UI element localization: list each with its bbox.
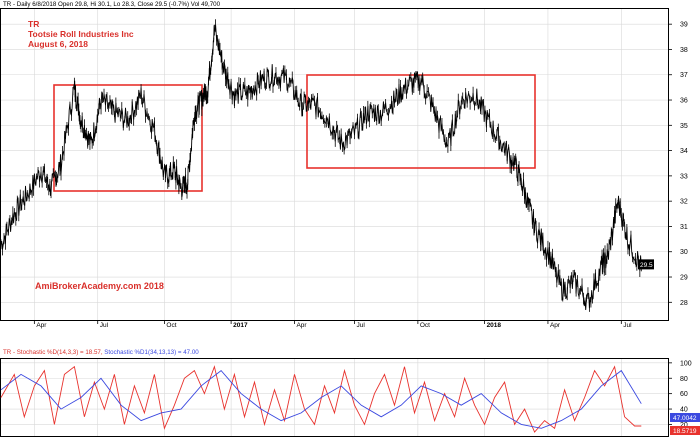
price-ytick-label: 36 [680,98,688,105]
indicator-info: TR - Stochastic %D(14,3,3) = 18.57, Stoc… [3,349,199,356]
price-ytick-label: 28 [680,300,688,307]
annotation-company: Tootsie Roll Industries Inc [28,29,134,39]
price-ytick-label: 29 [680,275,688,282]
price-xtick-label: Apr [296,322,307,329]
annotation-date: August 6, 2018 [28,39,88,49]
price-xtick-label: Jul [100,322,109,329]
stoch-ytick-label: 100 [680,360,692,367]
annotation-ticker: TR [28,19,39,29]
price-xtick-label: Jul [623,322,632,329]
price-ytick-label: 35 [680,123,688,130]
price-xtick-label: 2017 [233,322,248,329]
indicator-info-slow: Stochastic %D1(34,13,13) = 47.00 [104,349,199,356]
price-series [0,19,642,312]
indicator-info-fast: TR - Stochastic %D(14,3,3) = 18.57, [3,349,104,356]
price-axes: 28 29 30 31 32 33 34 35 36 37 38 39 Apr Jul Oct 2017 Apr… [33,22,688,329]
stoch-ytick-label: 40 [680,407,688,414]
price-xtick-label: Apr [36,322,47,329]
watermark: AmiBrokerAcademy.com 2018 [35,281,164,291]
range-box-2016 [53,84,203,192]
stoch-slow-line [0,369,642,429]
last-price-label: 29.5 [640,262,653,269]
price-xtick-label: Oct [420,322,430,329]
red-value-label: 18.5719 [673,428,697,435]
price-grid [1,9,668,320]
price-ytick-label: 31 [680,224,688,231]
price-ytick-label: 32 [680,199,688,206]
price-ytick-label: 39 [680,22,688,29]
price-xtick-label: Oct [166,322,176,329]
red-value-tag [670,426,700,435]
price-xtick-label: Jul [357,322,366,329]
blue-value-label: 47.0042 [673,415,697,422]
indicator-panel [0,358,669,437]
price-ytick-label: 37 [680,72,688,79]
price-xtick-label: 2018 [487,322,502,329]
last-price-tag [638,259,654,270]
header-info: TR - Daily 6/8/2018 Open 29.8, Hi 30.1, … [3,1,221,8]
price-ytick-label: 33 [680,173,688,180]
stoch-ytick-label: 60 [680,391,688,398]
stoch-series [0,365,642,433]
price-ytick-label: 30 [680,249,688,256]
stoch-ytick-label: 20 [680,422,688,429]
blue-value-tag [670,413,700,422]
price-ytick-label: 38 [680,47,688,54]
price-panel [0,8,669,321]
price-xtick-label: Apr [550,322,561,329]
stoch-axes: 20 40 60 80 100 [668,360,692,429]
stoch-fast-line [0,365,642,433]
stoch-ytick-label: 80 [680,376,688,383]
price-ytick-label: 34 [680,148,688,155]
price-line [0,24,642,311]
